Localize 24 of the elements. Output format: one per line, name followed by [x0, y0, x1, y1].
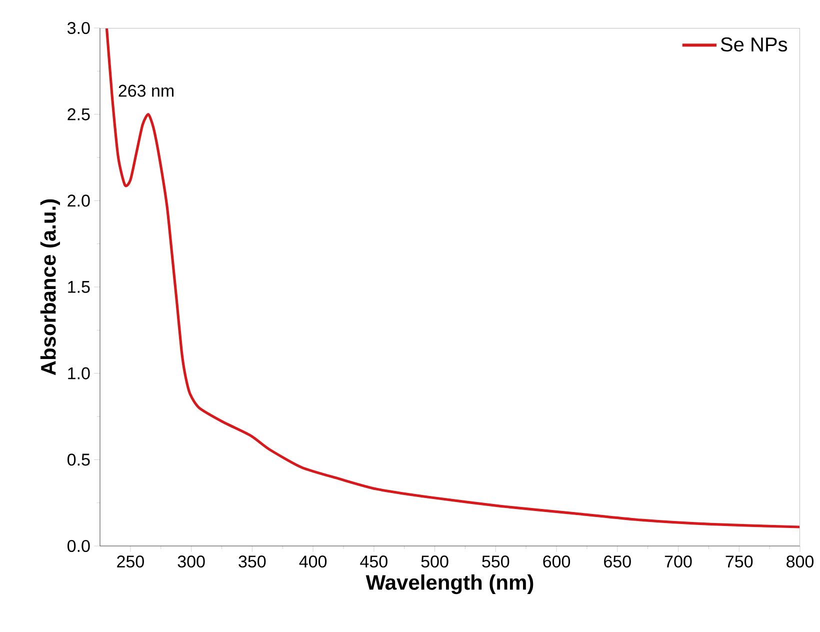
- y-tick-label: 2.0: [68, 194, 90, 207]
- x-tick-label: 500: [421, 556, 448, 568]
- annotation: 263 nm: [118, 84, 174, 97]
- x-tick-label: 700: [664, 556, 692, 568]
- y-tick-label: 0.5: [68, 454, 90, 466]
- y-tick-label: 2.5: [68, 108, 90, 120]
- x-tick-label: 350: [238, 556, 266, 568]
- x-axis-title: Wavelength (nm): [366, 574, 534, 594]
- y-tick-label: 3.0: [67, 22, 90, 34]
- x-tick-label: 450: [360, 556, 388, 568]
- x-tick-label: 300: [178, 556, 205, 568]
- x-tick-label: 800: [786, 556, 814, 568]
- x-tick-label: 400: [299, 556, 327, 568]
- x-tick-label: 250: [117, 556, 144, 568]
- y-tick-label: 1.5: [68, 281, 90, 293]
- x-tick-label: 750: [726, 556, 753, 568]
- x-tick-label: 650: [604, 556, 631, 568]
- x-tick-label: 550: [482, 556, 510, 568]
- legend-label: Se NPs: [720, 37, 788, 52]
- y-tick-label: 1.0: [68, 367, 90, 380]
- y-tick-label: 0.0: [68, 540, 90, 552]
- y-axis-title: Absorbance (a.u.): [40, 199, 60, 376]
- line-series: [105, 28, 800, 528]
- x-tick-label: 600: [543, 556, 570, 568]
